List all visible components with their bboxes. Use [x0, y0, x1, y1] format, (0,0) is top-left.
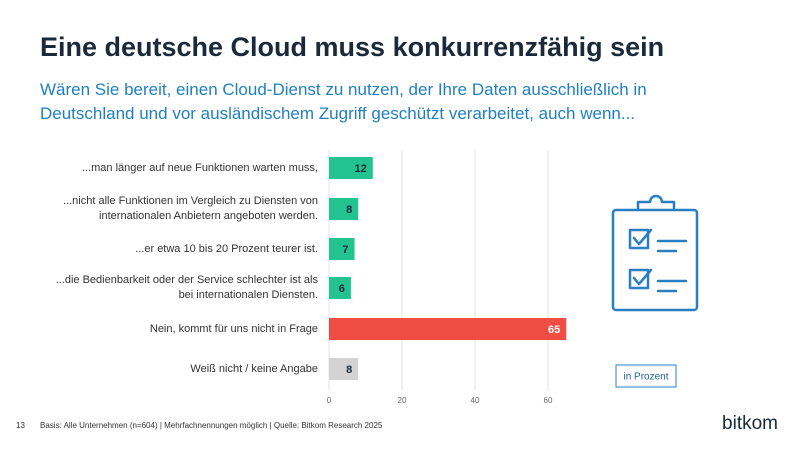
title: Eine deutsche Cloud muss konkurrenzfähig…: [40, 32, 665, 62]
unit-box: [615, 364, 677, 388]
category-label: ...er etwa 10 bis 20 Prozent teurer ist.: [135, 242, 318, 255]
value-label: 8: [346, 204, 352, 216]
category-label: Weiß nicht / keine Angabe: [190, 362, 318, 375]
logo: bitkom: [722, 413, 778, 434]
x-tick-label: 60: [544, 396, 553, 405]
value-label: 65: [548, 324, 560, 336]
bar: [329, 157, 373, 179]
bar: [329, 198, 359, 220]
footnote: Basis: Alle Unternehmen (n=604) | Mehrfa…: [40, 421, 383, 430]
bar: [329, 358, 359, 380]
category-label: ...die Bedienbarkeit oder der Service sc…: [55, 274, 318, 301]
subtitle: Wären Sie bereit, einen Cloud-Dienst zu …: [40, 80, 647, 123]
value-label: 8: [346, 364, 352, 376]
x-tick-label: 0: [327, 396, 332, 405]
clipboard-icon: [611, 194, 699, 312]
value-label: 7: [342, 244, 348, 256]
x-tick-label: 20: [398, 396, 407, 405]
value-label: 12: [355, 163, 367, 175]
bar: [329, 238, 355, 260]
bar: [329, 277, 351, 299]
unit-label: in Prozent: [623, 372, 668, 383]
category-label: ...nicht alle Funktionen im Vergleich zu…: [63, 195, 318, 222]
page-number: 13: [16, 421, 25, 430]
x-tick-label: 40: [471, 396, 480, 405]
category-label: Nein, kommt für uns nicht in Frage: [149, 322, 318, 335]
bar: [329, 318, 567, 340]
category-label: ...man länger auf neue Funktionen warten…: [81, 161, 318, 174]
value-label: 6: [339, 283, 345, 295]
